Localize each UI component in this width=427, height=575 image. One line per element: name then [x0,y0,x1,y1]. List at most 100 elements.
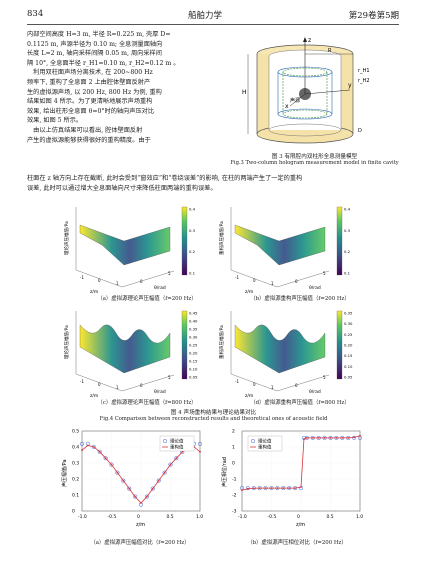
fig4b-caption: （b）虚拟源重构声压幅值（f=200 Hz） [250,296,350,302]
fig4d-caption: （d）虚拟源重构声压幅值（f=800 Hz） [250,400,350,406]
colorbar-tick: 0.25 [189,343,198,348]
surface-panel: 理论声压幅值/Pa -1 0 1 0 5 z/m θ/rad 0.4 0.3 0.2 0.1 [63,207,196,296]
recon-point [122,479,125,482]
recon-point [87,444,89,447]
theory-point [162,470,167,475]
colorbar-tick: 0.20 [344,343,353,348]
colorbar [336,310,343,380]
label-R: R [328,48,332,54]
surface-mesh [234,324,326,374]
theory-point [79,441,85,446]
axis-box [230,373,330,392]
tick-label: -1 [235,275,239,280]
x-tick-label: 0 [297,514,300,520]
recon-point [311,436,314,439]
fig4a-caption: （a）虚拟源理论声压幅值（f=200 Hz） [97,296,197,302]
label-source: 声源 [290,97,300,104]
colorbar-tick: 0.25 [344,332,353,337]
tick-label: 1 [271,385,274,390]
tick-label: 0 [98,278,101,283]
colorbar-tick: 0.30 [344,321,353,326]
colorbar-tick: 0.4 [344,207,351,212]
tick-label: 5 [168,375,171,380]
y-tick-label: 0 [72,509,75,515]
y-tick-label: 0 [232,461,235,467]
axis-label-z: z/m [90,393,98,399]
colorbar-tick: 0.05 [344,375,353,380]
fig4-caption-en: Fig.4 Comparison between reconstructed r… [99,416,328,422]
theory-point [91,444,96,450]
colorbar-tick: 0.2 [189,249,196,254]
surface-mesh [79,324,171,374]
x-tick-label: 0 [137,514,140,520]
x-tick-label: 0.5 [327,514,334,520]
axis-box [75,269,175,288]
tick-label: 0 [98,382,101,387]
recon-point [335,436,338,439]
colorbar [181,310,188,380]
recon-point [163,471,166,474]
volume-issue: 第29卷第5期 [348,11,399,21]
colorbar-tick: 0.35 [344,311,353,316]
surface-panel: 重构声压幅值/Pa -1 0 1 0 5 z/m θ/rad 0.35 0.30 0.25 0.20 0… [218,311,353,400]
tick-label: 0 [295,383,298,388]
recon-point [104,457,107,460]
tick-label: 1 [271,281,274,286]
fig3-diagram: z y x 声源 H R r_H1 r_H2 D [242,37,370,144]
recon-point [347,436,350,439]
colorbar [336,206,343,276]
colorbar-tick: 0.10 [189,367,198,372]
colorbar [181,206,188,276]
panel-ylabel: 重构声压幅值/Pa [218,325,225,359]
x-axis-label: z/m [296,522,305,528]
recon-point [92,446,95,448]
recon-point [140,502,142,504]
axis-label-z: z/m [90,289,98,295]
legend-label-recon: 重构值 [258,444,272,451]
legend-label-theory: 理论值 [258,438,272,445]
y-tick-label: -3 [232,509,237,515]
text-line: 误差, 此时可以通过增大全息面轴向尺寸来降低柱面两端的重构误差。 [27,184,217,192]
recon-point [81,449,83,452]
label-D: D [358,128,362,134]
theory-point [115,470,120,475]
y-tick-label: -1 [232,477,237,483]
colorbar-tick: 0.45 [189,311,198,316]
recon-point [264,487,267,490]
colorbar-tick: 0.30 [189,335,198,340]
recon-point [288,487,291,490]
theory-point [133,494,138,499]
page-number: 834 [27,9,44,19]
tick-label: -1 [80,275,84,280]
axis-label-z: z/m [245,289,253,295]
recon-point [323,436,326,439]
tick-label: 1 [116,281,119,286]
x-axis-label: z/m [136,522,145,528]
theory-point [97,449,102,454]
y-axis-label: 声压幅值/Pa [61,459,68,487]
x-tick-label: -0.5 [268,514,277,520]
text-line: 0.1125 m, 声源半径为 0.10 m; 全息测量面轴向 [27,40,163,48]
recon-point [282,487,285,490]
surface-panel: 理论声压幅值/Pa -1 0 1 0 5 z/m θ/rad 0.45 0.40 0.35 0.30 0… [63,311,198,400]
legend-box [159,435,195,452]
recon-point [169,463,172,466]
colorbar-tick: 0.1 [344,271,351,276]
recon-point [116,471,119,474]
page-header: 834 船舶力学 第29卷第5期 [0,0,427,24]
fig5-charts: -1.0 -0.5 0 0.5 1.0 0 0.1 0.2 0.3 0.4 0.5 z/m 声压幅值/P… [61,429,363,529]
recon-point [317,436,320,439]
journal-title: 船舶力学 [188,11,223,21]
text-line: 结果如图 4 所示。为了更清晰地展示声场重构 [27,98,153,106]
recon-point [270,487,273,490]
fig4c-caption: （c）虚拟源理论声压幅值（f=800 Hz） [97,400,197,406]
colorbar-tick: 0.15 [344,353,353,358]
text-line: 效果, 如图 5 所示。 [27,117,83,125]
axis-box [75,373,175,392]
tick-label: 0 [140,383,143,388]
tick-label: 0 [140,279,143,284]
recon-point [303,438,305,440]
tick-label: 5 [323,271,326,276]
legend-label-recon: 重构值 [170,444,184,451]
theory-point [144,494,149,499]
